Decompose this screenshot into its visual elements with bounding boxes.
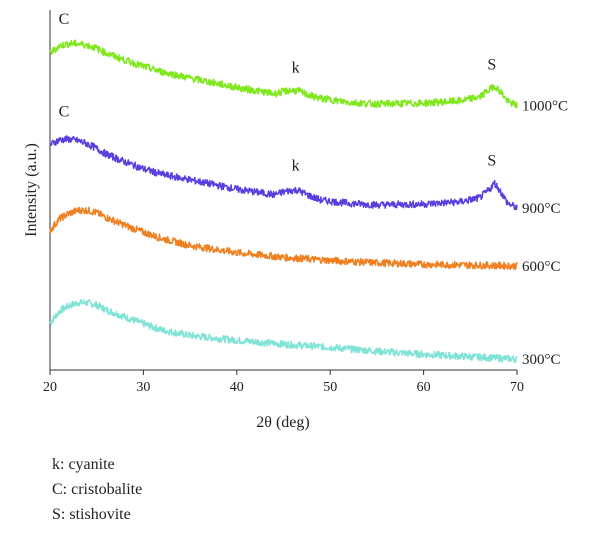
x-tick-label: 70 (510, 380, 524, 395)
series-line-2 (49, 135, 518, 211)
x-tick-label: 40 (230, 380, 244, 395)
legend-stishovite: S: stishovite (52, 506, 131, 523)
series-label-2: 900°C (522, 201, 561, 217)
peak-legend: k: cyanite C: cristobalite S: stishovite (52, 452, 142, 527)
legend-cristobalite: C: cristobalite (52, 481, 143, 498)
peak-annotation-5: S (487, 153, 496, 170)
series-label-3: 1000°C (522, 98, 568, 114)
legend-cyanite: k: cyanite (52, 456, 115, 473)
peak-annotation-3: C (59, 103, 70, 120)
peak-annotation-1: k (292, 60, 300, 77)
peak-annotation-4: k (292, 157, 300, 174)
series-group (49, 39, 518, 364)
series-line-0 (49, 298, 518, 364)
peak-annotation-0: C (59, 11, 70, 28)
peak-annotations: Ck S Ck S (59, 11, 497, 174)
x-axis-label: 2θ (deg) (256, 414, 309, 431)
x-tick-label: 60 (417, 380, 431, 395)
series-labels: 300°C 600°C 900°C 1000°C (522, 98, 568, 368)
x-tick-label: 20 (43, 380, 57, 395)
x-tick-label: 50 (323, 380, 337, 395)
series-label-1: 600°C (522, 259, 561, 275)
series-label-0: 300°C (522, 352, 561, 368)
x-axis-ticks: 20 30 40 50 60 70 (43, 370, 524, 395)
series-line-3 (49, 39, 518, 109)
x-tick-label: 30 (136, 380, 150, 395)
series-line-1 (49, 206, 518, 271)
peak-annotation-2: S (487, 56, 496, 73)
y-axis-label: Intensity (a.u.) (23, 143, 40, 237)
